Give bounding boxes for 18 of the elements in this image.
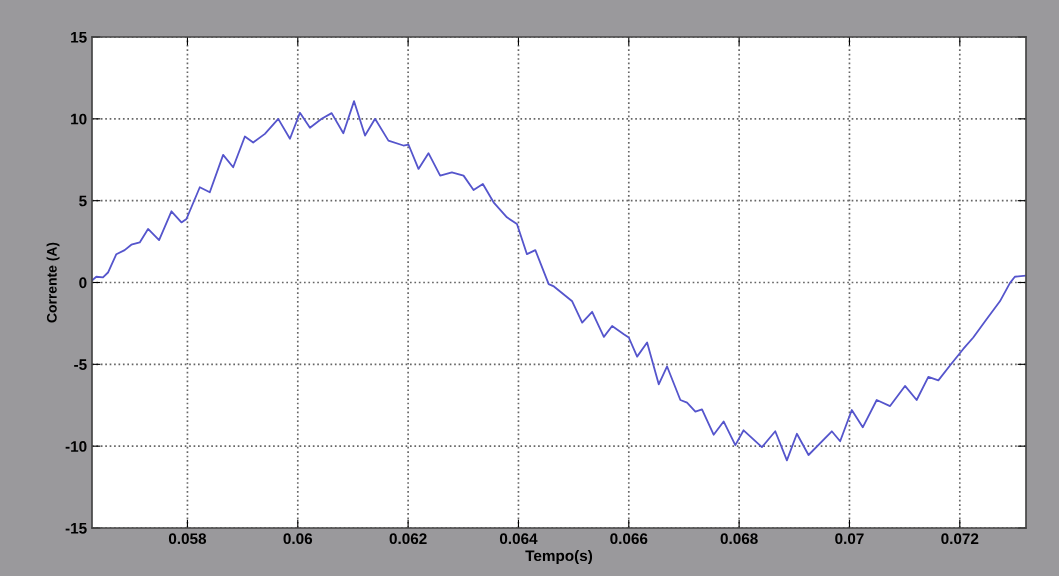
line-series (92, 100, 1026, 462)
y-tick-label: -10 (65, 441, 87, 452)
x-tick-label: 0.06 (283, 533, 313, 545)
x-tick-label: 0.064 (499, 533, 538, 545)
x-tick-label: 0.058 (168, 533, 207, 545)
x-tick-label: 0.068 (720, 533, 758, 545)
y-tick-label: 10 (71, 113, 87, 125)
x-tick-label: 0.072 (941, 533, 979, 545)
y-tick-label: 15 (71, 32, 87, 43)
x-tick-label: 0.066 (610, 533, 648, 545)
y-tick-label: 0 (79, 277, 87, 289)
y-axis-title: Corrente (A) (46, 242, 60, 323)
x-axis-title: Tempo(s) (525, 549, 593, 565)
x-tick-label: 0.07 (835, 533, 864, 545)
y-tick-label: 5 (79, 195, 87, 207)
y-tick-label: -5 (74, 359, 87, 371)
y-tick-label: -15 (65, 523, 87, 534)
x-tick-label: 0.062 (389, 533, 427, 545)
